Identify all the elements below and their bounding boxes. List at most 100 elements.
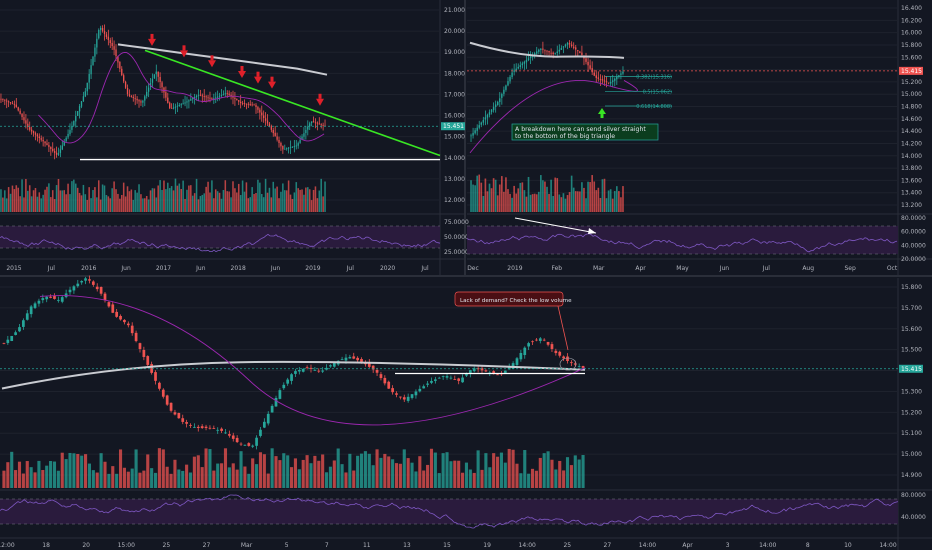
intraday-callout-box [454, 291, 564, 307]
weekly-volume-bar [213, 198, 215, 212]
daily-fib-label: 0.618(14.808) [636, 104, 672, 110]
intraday-sma200-line [1, 360, 586, 390]
intraday-candle [484, 370, 488, 372]
daily-y-tick: 14.200 [901, 140, 922, 147]
daily-x-tick: Dec [467, 265, 479, 272]
intraday-candle [535, 339, 538, 341]
weekly-candle [257, 107, 259, 110]
daily-candle [562, 46, 565, 48]
weekly-volume-bar [30, 196, 33, 212]
weekly-volume-bar [9, 193, 12, 212]
intraday-volume-bar [25, 461, 29, 488]
intraday-volume-bar [165, 466, 169, 488]
weekly-volume-bar [23, 197, 25, 212]
intraday-volume-bar [153, 472, 158, 488]
intraday-candle [200, 426, 204, 428]
weekly-volume-bar [71, 181, 73, 212]
intraday-candle [352, 356, 356, 359]
daily-chart-panel[interactable]: 0.382(15.316) 0.5(15.062) 0.618(14.808) A b… [466, 5, 926, 272]
daily-volume-bar [552, 196, 554, 212]
weekly-candle [63, 141, 65, 146]
daily-rsi-y-tick: 40.0000 [901, 242, 926, 249]
intraday-volume-bar [169, 473, 173, 488]
daily-volume-bar [581, 182, 583, 212]
intraday-volume-bar [383, 453, 387, 488]
weekly-volume-bar [130, 189, 133, 212]
weekly-volume-bar [282, 183, 284, 212]
intraday-volume-bar [45, 465, 49, 488]
daily-y-tick: 15.000 [901, 91, 922, 98]
daily-candle [611, 80, 614, 82]
daily-volume-bar [597, 187, 600, 212]
weekly-chart-panel[interactable]: 21.000 20.000 19.000 18.000 17.000 16.000 15.0… [0, 7, 469, 272]
weekly-candle [172, 107, 175, 109]
intraday-candle [130, 325, 134, 334]
daily-candle [540, 48, 542, 50]
weekly-volume-bar [191, 195, 194, 212]
weekly-candle [193, 96, 196, 98]
daily-volume-bar [501, 176, 503, 212]
weekly-volume-bar [34, 188, 37, 212]
intraday-volume-bar [569, 465, 573, 488]
weekly-volume-bar [0, 189, 2, 212]
weekly-x-tick: 2015 [6, 265, 21, 272]
weekly-candle [7, 101, 10, 103]
daily-volume-bar [595, 190, 598, 212]
weekly-candle [117, 56, 119, 63]
intraday-candle [231, 435, 235, 439]
intraday-volume-bar [542, 453, 546, 488]
daily-candle [527, 58, 530, 61]
weekly-red-arrow-icon [180, 50, 188, 58]
daily-volume-bar [607, 190, 610, 212]
intraday-callout-text: Lack of demand? Check the low volume [460, 298, 572, 304]
daily-volume-bar [622, 186, 624, 212]
intraday-candle [278, 390, 282, 399]
intraday-chart-panel[interactable]: Lack of demand? Check the low volume 15.8… [0, 275, 926, 549]
intraday-volume-bar [461, 472, 465, 488]
weekly-candle [65, 137, 67, 142]
weekly-candle [174, 106, 177, 108]
daily-x-tick: Feb [551, 265, 562, 272]
intraday-volume-bar [324, 472, 329, 488]
daily-candle [591, 68, 593, 73]
intraday-volume-bar [84, 454, 88, 488]
weekly-sma50-line [38, 51, 325, 144]
weekly-candle [42, 139, 44, 142]
daily-candle [536, 51, 538, 54]
weekly-volume-bar [301, 189, 303, 212]
daily-candle [474, 130, 476, 134]
intraday-volume-bar [511, 449, 515, 488]
daily-y-tick: 14.600 [901, 116, 922, 123]
daily-sma200-line [469, 41, 625, 59]
intraday-volume-bar [76, 453, 80, 488]
intraday-volume-bar [332, 460, 336, 488]
weekly-volume-bar [201, 194, 204, 212]
intraday-candle [142, 349, 146, 357]
daily-rsi-arrowhead-icon [588, 228, 596, 234]
daily-volume-bar [515, 193, 518, 212]
intraday-volume-bar [484, 453, 488, 488]
weekly-volume-bar [220, 198, 223, 212]
intraday-volume-bar [290, 467, 294, 488]
weekly-volume-bar [144, 198, 146, 212]
weekly-candle [69, 130, 71, 135]
intraday-candle [185, 422, 188, 424]
intraday-volume-bar [274, 456, 278, 488]
weekly-candle [205, 96, 207, 98]
intraday-candle [274, 397, 278, 407]
weekly-volume-bar [76, 187, 79, 212]
daily-callout-box [511, 123, 659, 141]
daily-rsi-arrow [514, 217, 597, 234]
intraday-candle [294, 371, 297, 374]
intraday-candle [146, 356, 150, 365]
weekly-volume-bar [308, 189, 311, 212]
daily-volume-bar [472, 184, 474, 212]
intraday-volume-bar [305, 455, 309, 488]
weekly-candle [232, 95, 234, 98]
weekly-candle [310, 121, 313, 124]
weekly-volume-bar [237, 183, 240, 212]
daily-volume-bar [589, 182, 591, 212]
weekly-x-tick: 2017 [156, 265, 171, 272]
weekly-candle [170, 107, 173, 109]
